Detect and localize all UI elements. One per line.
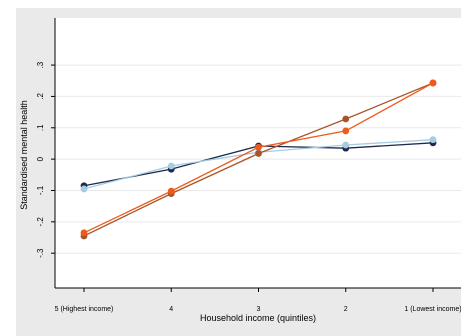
x-axis-ticks: 5 (Highest income) 4 3 2 1 (Lowest income) bbox=[55, 288, 461, 313]
y-axis-title: Standardised mental health bbox=[19, 100, 29, 210]
x-axis-title: Household income (quintiles) bbox=[200, 313, 316, 323]
data-point bbox=[429, 136, 437, 144]
y-tick-label: -.1 bbox=[36, 185, 45, 195]
y-tick-label: -.3 bbox=[36, 248, 45, 258]
series-4 bbox=[80, 79, 437, 237]
x-tick-label: 3 bbox=[257, 306, 261, 313]
x-tick-label: 5 (Highest income) bbox=[55, 306, 114, 313]
data-point bbox=[342, 115, 350, 123]
x-tick-label: 1 (Lowest income) bbox=[404, 306, 461, 313]
y-tick-label: 0 bbox=[36, 156, 45, 161]
data-point bbox=[167, 187, 175, 195]
x-tick-label: 2 bbox=[344, 306, 348, 313]
y-tick-label: .1 bbox=[36, 124, 45, 131]
data-point bbox=[167, 162, 175, 170]
y-tick-label: -.2 bbox=[36, 217, 45, 227]
data-point bbox=[80, 185, 88, 193]
y-axis-ticks: -.3 -.2 -.1 0 .1 .2 .3 bbox=[36, 61, 55, 258]
x-tick-label: 4 bbox=[169, 306, 173, 313]
data-point bbox=[429, 79, 437, 87]
data-series bbox=[80, 79, 437, 240]
y-tick-label: .3 bbox=[36, 61, 45, 68]
data-point bbox=[80, 229, 88, 237]
y-tick-label: .2 bbox=[36, 93, 45, 100]
data-point bbox=[255, 150, 262, 157]
gridlines bbox=[55, 64, 461, 254]
data-point bbox=[255, 143, 262, 151]
data-point bbox=[342, 127, 350, 135]
data-point bbox=[342, 141, 350, 149]
